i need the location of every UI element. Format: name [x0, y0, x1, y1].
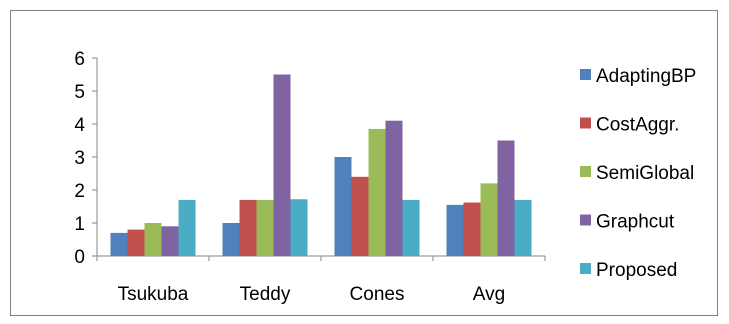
y-tick-label: 3 — [74, 148, 85, 169]
x-tick-label: Avg — [473, 284, 505, 305]
bar — [161, 226, 179, 256]
bar — [514, 199, 532, 256]
y-tick-label: 0 — [74, 247, 85, 268]
bar — [273, 74, 291, 256]
x-tick-label: Cones — [350, 284, 405, 305]
legend-swatch — [580, 214, 591, 226]
legend-label: SemiGlobal — [596, 163, 694, 184]
legend-label: Proposed — [596, 260, 677, 281]
bar — [178, 199, 196, 256]
legend-label: AdaptingBP — [596, 66, 696, 87]
bar — [351, 176, 369, 256]
legend-label: CostAggr. — [596, 115, 679, 136]
bar — [290, 199, 308, 256]
x-tick-label: Tsukuba — [118, 284, 189, 305]
bar — [368, 128, 386, 256]
chart-area — [10, 10, 718, 316]
legend: AdaptingBP CostAggr. SemiGlobal Graphcut Pro… — [580, 66, 696, 281]
bar — [256, 199, 274, 256]
bar — [446, 204, 464, 256]
y-tick-label: 6 — [74, 49, 85, 70]
y-tick-label: 5 — [74, 82, 85, 103]
x-tick-label: Teddy — [240, 284, 291, 305]
legend-swatch — [580, 166, 591, 177]
bar — [127, 229, 145, 256]
y-tick-label: 1 — [74, 214, 85, 235]
bar — [239, 199, 257, 256]
axes: 0 1 2 3 4 5 6 Tsukuba Teddy Cones Avg — [74, 49, 546, 305]
bar — [222, 223, 240, 256]
bar — [497, 140, 515, 256]
legend-swatch — [580, 117, 591, 129]
legend-swatch — [580, 69, 591, 80]
bar — [463, 202, 481, 256]
bar — [402, 199, 420, 256]
bar — [110, 232, 128, 256]
y-tick-label: 2 — [74, 181, 85, 202]
bars — [110, 74, 532, 256]
bar — [480, 183, 498, 256]
bar — [385, 120, 403, 256]
bar — [144, 223, 162, 256]
y-tick-label: 4 — [74, 115, 85, 136]
legend-swatch — [580, 263, 591, 274]
legend-label: Graphcut — [596, 212, 675, 233]
bar — [334, 157, 352, 256]
